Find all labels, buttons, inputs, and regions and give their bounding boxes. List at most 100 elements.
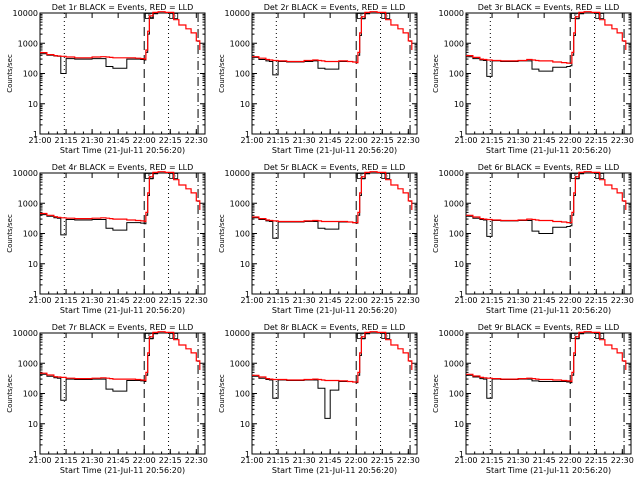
series-lld-line <box>252 331 413 383</box>
y-tick-label: 10000 <box>225 169 250 178</box>
y-tick-label: 10000 <box>439 329 464 338</box>
series-lld-line <box>466 11 627 64</box>
x-tick-label: 22:00 <box>133 456 156 465</box>
y-tick-label: 1000 <box>18 39 38 48</box>
panel-5: 21:00 21:15 21:30 21:45 22:00 22:15 22:30 1 10 10… <box>218 163 420 315</box>
y-tick-label: 100 <box>449 70 464 79</box>
x-tick-label: 22:15 <box>371 296 394 305</box>
panel-7: 21:00 21:15 21:30 21:45 22:00 22:15 22:30 1 10 10… <box>6 323 208 475</box>
x-tick-label: 21:00 <box>240 136 263 145</box>
panel-3: 21:00 21:15 21:30 21:45 22:00 22:15 22:30 1 10 10… <box>432 3 634 155</box>
y-tick-label: 10 <box>454 100 464 109</box>
x-tick-label: 21:00 <box>240 456 263 465</box>
x-tick-label: 21:30 <box>507 296 530 305</box>
y-tick-label: 1 <box>245 450 250 459</box>
y-axis-label: Counts/sec <box>6 214 14 253</box>
panel-9: 21:00 21:15 21:30 21:45 22:00 22:15 22:30 1 10 10… <box>432 323 634 475</box>
x-tick-label: 21:15 <box>55 136 78 145</box>
x-tick-label: 21:30 <box>81 296 104 305</box>
x-tick-label: 22:00 <box>559 456 582 465</box>
y-tick-label: 10 <box>28 260 38 269</box>
x-tick-label: 22:30 <box>185 456 208 465</box>
x-tick-label: 21:30 <box>293 296 316 305</box>
y-tick-label: 10 <box>240 260 250 269</box>
y-tick-label: 1000 <box>444 359 464 368</box>
y-axis-label: Counts/sec <box>6 374 14 413</box>
y-tick-label: 10000 <box>225 9 250 18</box>
series-lld-line <box>40 11 201 60</box>
x-tick-label: 21:00 <box>28 296 51 305</box>
chart-title: Det 7r BLACK = Events, RED = LLD <box>52 323 194 332</box>
y-tick-label: 1000 <box>230 39 250 48</box>
x-tick-label: 21:45 <box>533 296 556 305</box>
x-axis-label: Start Time (21-Jul-11 20:56:20) <box>272 466 397 475</box>
y-tick-label: 1 <box>33 130 38 139</box>
x-tick-label: 22:30 <box>185 136 208 145</box>
y-tick-label: 1000 <box>230 199 250 208</box>
x-axis-label: Start Time (21-Jul-11 20:56:20) <box>486 466 611 475</box>
y-tick-label: 10 <box>28 420 38 429</box>
x-tick-label: 22:00 <box>345 456 368 465</box>
x-tick-label: 21:15 <box>55 296 78 305</box>
y-tick-label: 1000 <box>444 199 464 208</box>
x-axis-label: Start Time (21-Jul-11 20:56:20) <box>486 306 611 315</box>
x-tick-label: 21:45 <box>107 136 130 145</box>
series-lld-line <box>466 331 627 383</box>
y-axis-label: Counts/sec <box>218 214 226 253</box>
chart-title: Det 3r BLACK = Events, RED = LLD <box>478 3 620 12</box>
y-tick-label: 10 <box>240 420 250 429</box>
y-tick-label: 1000 <box>18 199 38 208</box>
chart-title: Det 9r BLACK = Events, RED = LLD <box>478 323 620 332</box>
x-tick-label: 21:15 <box>481 136 504 145</box>
series-events-line <box>466 13 585 77</box>
y-tick-label: 100 <box>235 230 250 239</box>
x-tick-label: 21:30 <box>507 456 530 465</box>
series-events-line <box>466 333 585 399</box>
x-tick-label: 22:30 <box>185 296 208 305</box>
chart-title: Det 2r BLACK = Events, RED = LLD <box>264 3 406 12</box>
panel-2: 21:00 21:15 21:30 21:45 22:00 22:15 22:30 1 10 10… <box>218 3 420 155</box>
y-tick-label: 10000 <box>439 169 464 178</box>
series-events-line <box>252 173 371 239</box>
chart-title: Det 8r BLACK = Events, RED = LLD <box>264 323 406 332</box>
series-events-line <box>466 173 585 237</box>
y-tick-label: 10000 <box>13 169 38 178</box>
y-tick-label: 100 <box>23 230 38 239</box>
y-tick-label: 100 <box>23 390 38 399</box>
x-axis-label: Start Time (21-Jul-11 20:56:20) <box>272 146 397 155</box>
x-tick-label: 21:30 <box>81 136 104 145</box>
y-tick-label: 1 <box>459 130 464 139</box>
y-tick-label: 1000 <box>444 39 464 48</box>
x-tick-label: 22:15 <box>159 296 182 305</box>
x-tick-label: 21:00 <box>28 456 51 465</box>
x-tick-label: 22:15 <box>371 136 394 145</box>
series-events-line <box>252 333 371 419</box>
x-tick-label: 22:00 <box>559 296 582 305</box>
x-tick-label: 22:15 <box>159 136 182 145</box>
x-tick-label: 21:45 <box>533 456 556 465</box>
y-axis-label: Counts/sec <box>432 54 440 93</box>
series-lld-line <box>40 331 201 382</box>
series-lld-line <box>40 171 201 223</box>
x-axis-label: Start Time (21-Jul-11 20:56:20) <box>486 146 611 155</box>
y-tick-label: 100 <box>449 390 464 399</box>
y-tick-label: 100 <box>449 230 464 239</box>
series-events-line <box>40 173 159 236</box>
x-tick-label: 22:00 <box>345 296 368 305</box>
x-tick-label: 22:30 <box>611 456 634 465</box>
y-tick-label: 1 <box>245 290 250 299</box>
panel-6: 21:00 21:15 21:30 21:45 22:00 22:15 22:30 1 10 10… <box>432 163 634 315</box>
x-tick-label: 21:45 <box>319 136 342 145</box>
x-tick-label: 21:45 <box>107 456 130 465</box>
series-lld-line <box>252 11 413 64</box>
x-tick-label: 21:00 <box>28 136 51 145</box>
x-tick-label: 22:15 <box>585 136 608 145</box>
y-tick-label: 1 <box>33 450 38 459</box>
x-tick-label: 22:30 <box>397 136 420 145</box>
panel-1: 21:00 21:15 21:30 21:45 22:00 22:15 22:30 1 10 10… <box>6 3 208 155</box>
x-tick-label: 21:15 <box>267 136 290 145</box>
y-axis-label: Counts/sec <box>218 54 226 93</box>
x-tick-label: 21:15 <box>481 296 504 305</box>
series-events-line <box>40 333 159 401</box>
y-tick-label: 1 <box>33 290 38 299</box>
